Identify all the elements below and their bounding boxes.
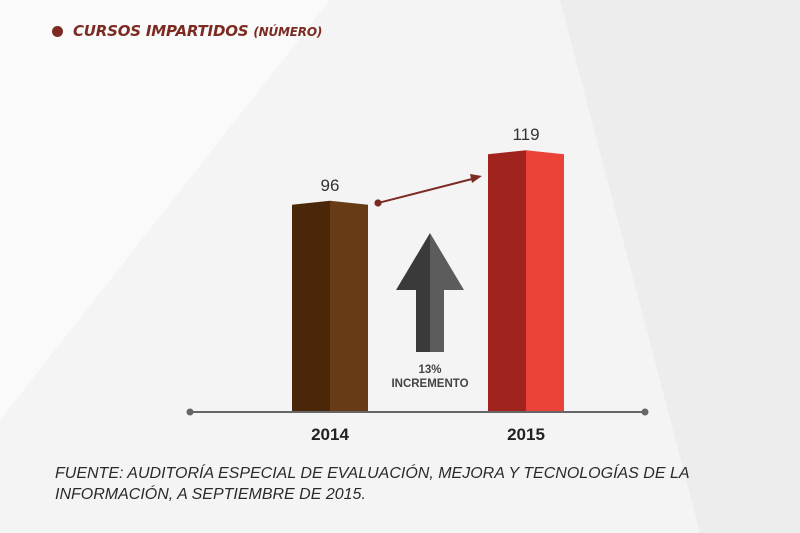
bullet-icon bbox=[52, 25, 63, 37]
chart-title-text: CURSOS IMPARTIDOS bbox=[73, 22, 249, 40]
x-tick-label: 2014 bbox=[311, 425, 349, 444]
bar-2014 bbox=[292, 200, 368, 412]
increase-percent: 13% bbox=[418, 364, 441, 376]
chart-header: CURSOS IMPARTIDOS (NÚMERO) bbox=[52, 22, 322, 40]
bars-layer: 96 2014 119 2015 bbox=[292, 125, 564, 444]
bar-face-dark bbox=[488, 150, 526, 412]
trend-arrow-icon bbox=[374, 174, 482, 207]
bar-2015 bbox=[488, 150, 564, 412]
bar-face-light bbox=[330, 200, 368, 412]
bar-face-dark bbox=[292, 200, 330, 412]
x-tick-label: 2015 bbox=[507, 425, 545, 444]
chart-title: CURSOS IMPARTIDOS (NÚMERO) bbox=[73, 22, 322, 40]
chart-subtitle: (NÚMERO) bbox=[253, 25, 323, 39]
bar-value-label: 96 bbox=[321, 176, 340, 195]
increase-label: INCREMENTO bbox=[391, 378, 468, 390]
bar-value-label: 119 bbox=[512, 125, 539, 144]
x-axis bbox=[186, 408, 649, 416]
bar-face-light bbox=[526, 150, 564, 412]
source-note: FUENTE: AUDITORÍA ESPECIAL DE EVALUACIÓN… bbox=[55, 465, 689, 503]
increase-arrow-icon bbox=[396, 233, 464, 352]
